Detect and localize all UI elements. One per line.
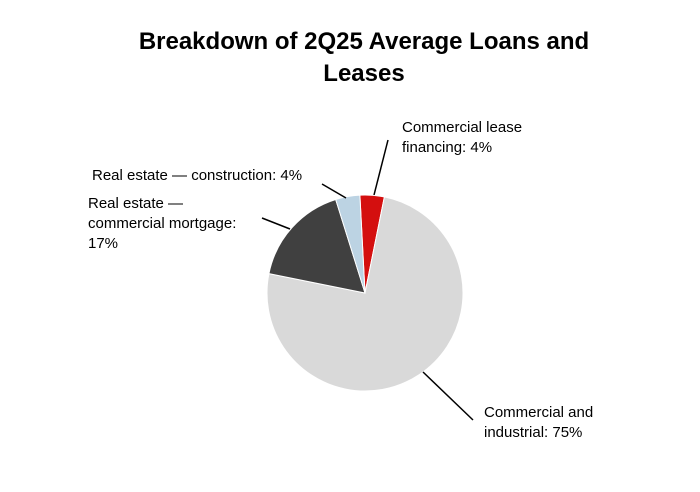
slice-label: Real estate — construction: 4% — [92, 167, 303, 184]
leader-line — [321, 183, 347, 199]
slice-label: Commercial and industrial: 75% — [484, 404, 594, 441]
slice-label: Real estate — commercial mortgage: 17% — [88, 195, 237, 252]
slice-label: Commercial lease financing: 4% — [402, 119, 523, 156]
pie-slice — [268, 198, 366, 294]
leader-line — [261, 217, 291, 230]
leader-line — [373, 139, 389, 196]
leader-line — [422, 371, 474, 421]
chart-title: Breakdown of 2Q25 Average Loans and Leas… — [138, 28, 590, 87]
pie-slice — [335, 194, 366, 294]
pie-slice — [266, 196, 464, 392]
